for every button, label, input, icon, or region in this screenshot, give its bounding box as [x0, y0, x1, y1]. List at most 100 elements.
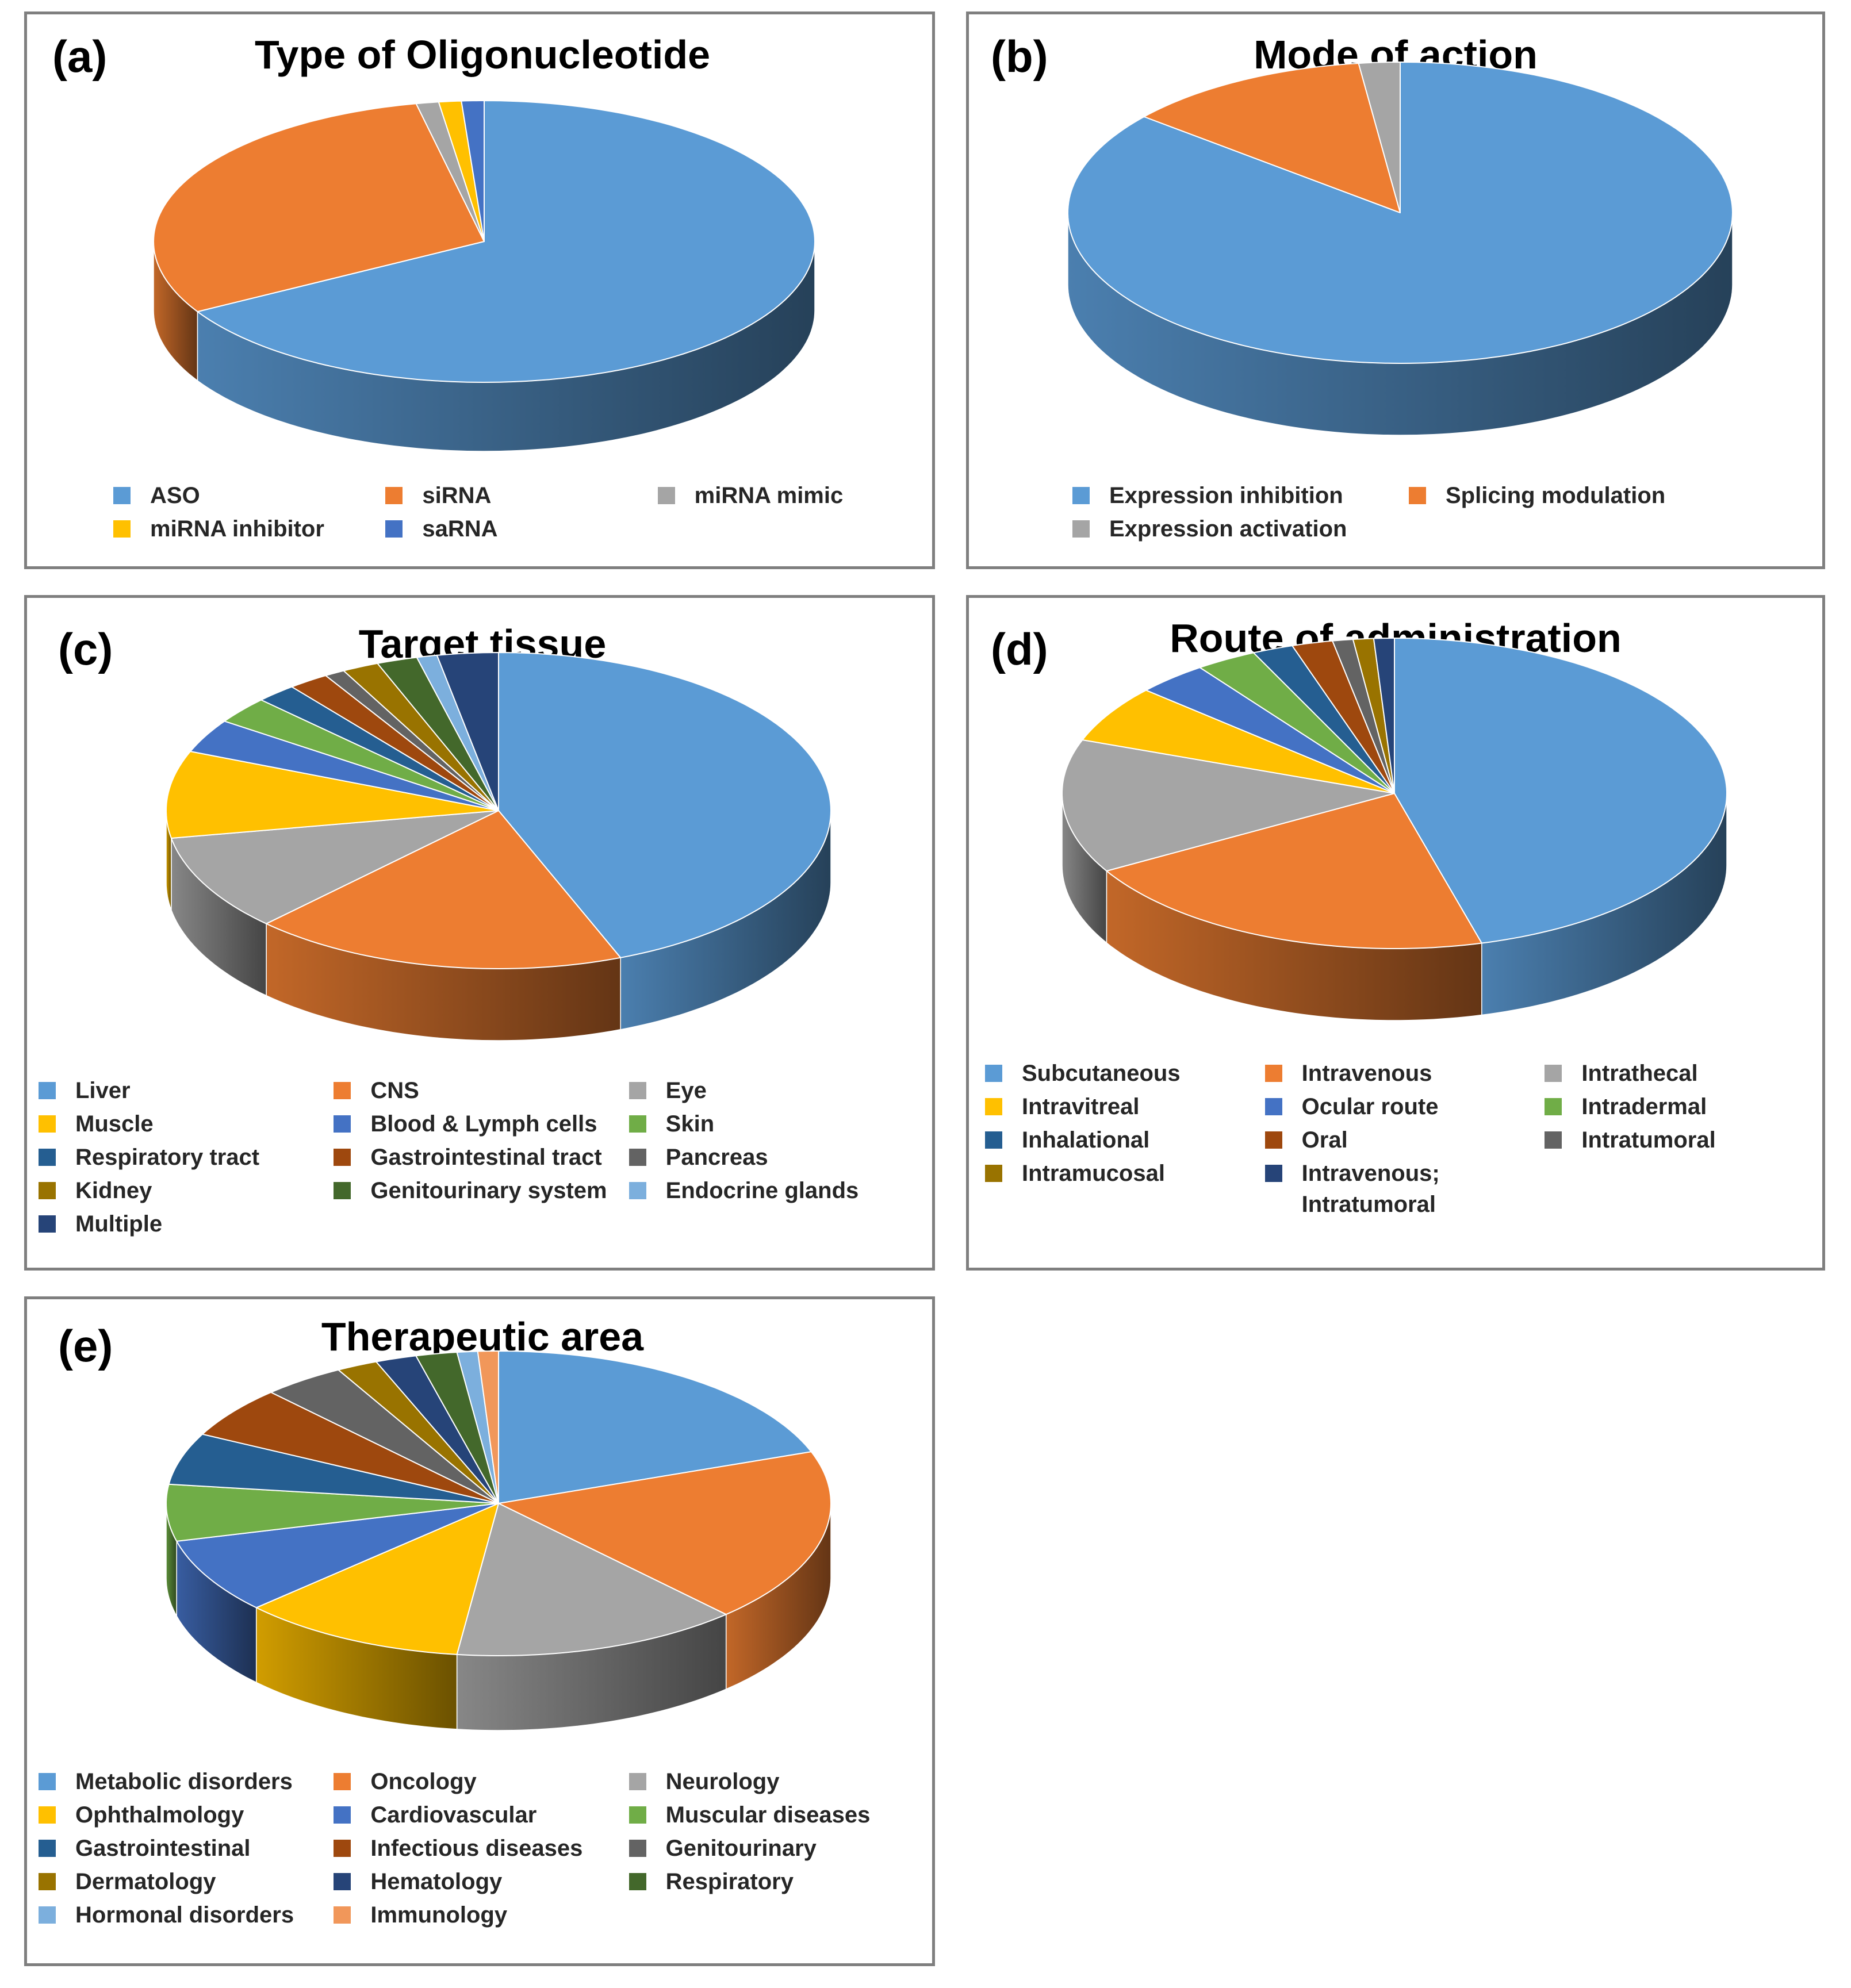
pie-slice-subcutaneous: [1394, 638, 1727, 944]
legend-label: Subcutaneous: [1022, 1061, 1181, 1086]
legend-swatch: [629, 1082, 646, 1099]
pie-slice-immunology: [477, 1350, 499, 1504]
legend-item-respiratory-tract: Respiratory tract: [39, 1142, 322, 1173]
legend-label: Intratumoral: [1581, 1127, 1716, 1153]
pie-slice-intratumoral: [1332, 639, 1395, 794]
legend-item-ophthalmology: Ophthalmology: [39, 1799, 322, 1830]
legend-swatch: [39, 1182, 56, 1199]
legend-swatch: [334, 1182, 351, 1199]
pie-slice-endocrine-glands: [416, 654, 499, 811]
pie-chart: [166, 1350, 831, 1731]
legend-item-gastrointestinal-tract: Gastrointestinal tract: [334, 1142, 617, 1173]
legend-swatch: [39, 1115, 56, 1133]
panel-letter: (e): [58, 1321, 113, 1371]
pie-slice-inhalational: [1253, 645, 1395, 794]
legend-label: Cardiovascular: [370, 1802, 537, 1828]
pie-slice-oncology: [498, 1451, 831, 1615]
legend-label: Gastrointestinal tract: [370, 1145, 602, 1170]
pie-slice-skin: [224, 699, 499, 811]
pie-slice-liver: [498, 652, 831, 958]
legend-label: Multiple: [75, 1211, 163, 1237]
pie-slice-intravitreal: [1082, 689, 1395, 794]
legend-swatch: [39, 1873, 56, 1890]
legend-swatch: [385, 520, 403, 538]
legend-item-intrathecal: Intrathecal: [1545, 1058, 1813, 1089]
legend-label: Endocrine glands: [665, 1178, 859, 1203]
legend-label: Ophthalmology: [75, 1802, 244, 1828]
legend-label: Infectious diseases: [370, 1836, 583, 1861]
chart-legend: ASO siRNA miRNA mimic miRNA inhibitor saRNA: [113, 480, 918, 544]
legend-swatch: [39, 1906, 56, 1924]
legend-swatch: [629, 1840, 646, 1857]
pie-top: [166, 652, 831, 969]
pie-slice-splicing-modulation: [1143, 63, 1401, 213]
legend-swatch: [985, 1131, 1002, 1149]
legend-item-expression-inhibition: Expression inhibition: [1072, 480, 1397, 511]
legend-item-aso: ASO: [113, 480, 374, 511]
pie-slice-intradermal: [1199, 652, 1395, 794]
chart-legend: Expression inhibition Splicing modulation…: [1072, 480, 1734, 544]
chart-panel-therapeutic-area: (e) Therapeutic area Metabolic disorders…: [24, 1296, 935, 1966]
legend-label: Ocular route: [1301, 1094, 1439, 1119]
legend-label: Blood & Lymph cells: [370, 1111, 597, 1137]
pie-slice-gastrointestinal-tract: [291, 675, 499, 811]
legend-item-immunology: Immunology: [334, 1899, 617, 1931]
legend-item-infectious-diseases: Infectious diseases: [334, 1833, 617, 1864]
pie-chart: [153, 100, 815, 452]
legend-swatch: [1409, 487, 1426, 504]
legend-item-oral: Oral: [1264, 1125, 1534, 1156]
legend-label: Intramucosal: [1022, 1161, 1165, 1186]
legend-label: Intravitreal: [1022, 1094, 1140, 1119]
legend-swatch: [39, 1215, 56, 1233]
pie-slice-hormonal-disorders: [456, 1350, 499, 1504]
legend-label: saRNA: [422, 516, 498, 542]
legend-item-cardiovascular: Cardiovascular: [334, 1799, 617, 1830]
pie-slice-aso: [197, 100, 815, 383]
legend-item-oncology: Oncology: [334, 1766, 617, 1797]
legend-label: Skin: [665, 1111, 715, 1137]
legend-label: Dermatology: [75, 1869, 216, 1894]
chart-panel-target-tissue: (c) Target tissue Liver CNS Eye Muscle Blood…: [24, 595, 935, 1271]
pie-slice-intravenous: [1106, 793, 1482, 949]
legend-item-gastrointestinal: Gastrointestinal: [39, 1833, 322, 1864]
legend-item-liver: Liver: [39, 1075, 322, 1106]
legend-item-inhalational: Inhalational: [985, 1125, 1254, 1156]
legend-item-splicing-modulation: Splicing modulation: [1409, 480, 1734, 511]
pie-slice-intravenous-intratumoral: [1373, 638, 1395, 794]
legend-item-genitourinary-system: Genitourinary system: [334, 1175, 617, 1206]
chart-panel-mode-of-action: (b) Mode of action Expression inhibition…: [966, 11, 1825, 569]
pie-slice-genitourinary-system: [377, 657, 499, 811]
chart-title: Type of Oligonucleotide: [254, 32, 711, 77]
legend-item-subcutaneous: Subcutaneous: [985, 1058, 1254, 1089]
legend-label: Muscular diseases: [665, 1802, 871, 1828]
legend-label: Neurology: [665, 1769, 780, 1794]
pie-slice-kidney: [343, 662, 499, 811]
legend-label: Respiratory: [665, 1869, 794, 1894]
pie-chart: [166, 652, 831, 1041]
legend-swatch: [334, 1773, 351, 1790]
pie-slice-oral: [1292, 640, 1395, 794]
legend-swatch: [1264, 1165, 1282, 1182]
legend-item-kidney: Kidney: [39, 1175, 322, 1206]
pie-slice-mirna-mimic: [415, 101, 485, 242]
legend-label: Expression activation: [1109, 516, 1347, 542]
legend-label: Hormonal disorders: [75, 1902, 294, 1928]
legend-item-intradermal: Intradermal: [1545, 1091, 1813, 1122]
legend-label: Genitourinary system: [370, 1178, 607, 1203]
legend-item-multiple: Multiple: [39, 1208, 322, 1239]
legend-item-pancreas: Pancreas: [629, 1142, 913, 1173]
pie-slice-expression-activation: [1358, 62, 1401, 213]
legend-swatch: [39, 1773, 56, 1790]
pie-slice-sarna: [461, 100, 485, 242]
legend-item-ocular-route: Ocular route: [1264, 1091, 1534, 1122]
panel-letter: (b): [991, 31, 1048, 82]
legend-swatch: [334, 1149, 351, 1166]
legend-item-intravitreal: Intravitreal: [985, 1091, 1254, 1122]
legend-swatch: [629, 1773, 646, 1790]
legend-label: Intrathecal: [1581, 1061, 1698, 1086]
legend-label: Respiratory tract: [75, 1145, 260, 1170]
legend-swatch: [1545, 1065, 1562, 1082]
pie-slice-metabolic-disorders: [498, 1350, 812, 1504]
pie-slice-dermatology: [338, 1361, 499, 1504]
pie-slice-ocular-route: [1145, 667, 1395, 794]
